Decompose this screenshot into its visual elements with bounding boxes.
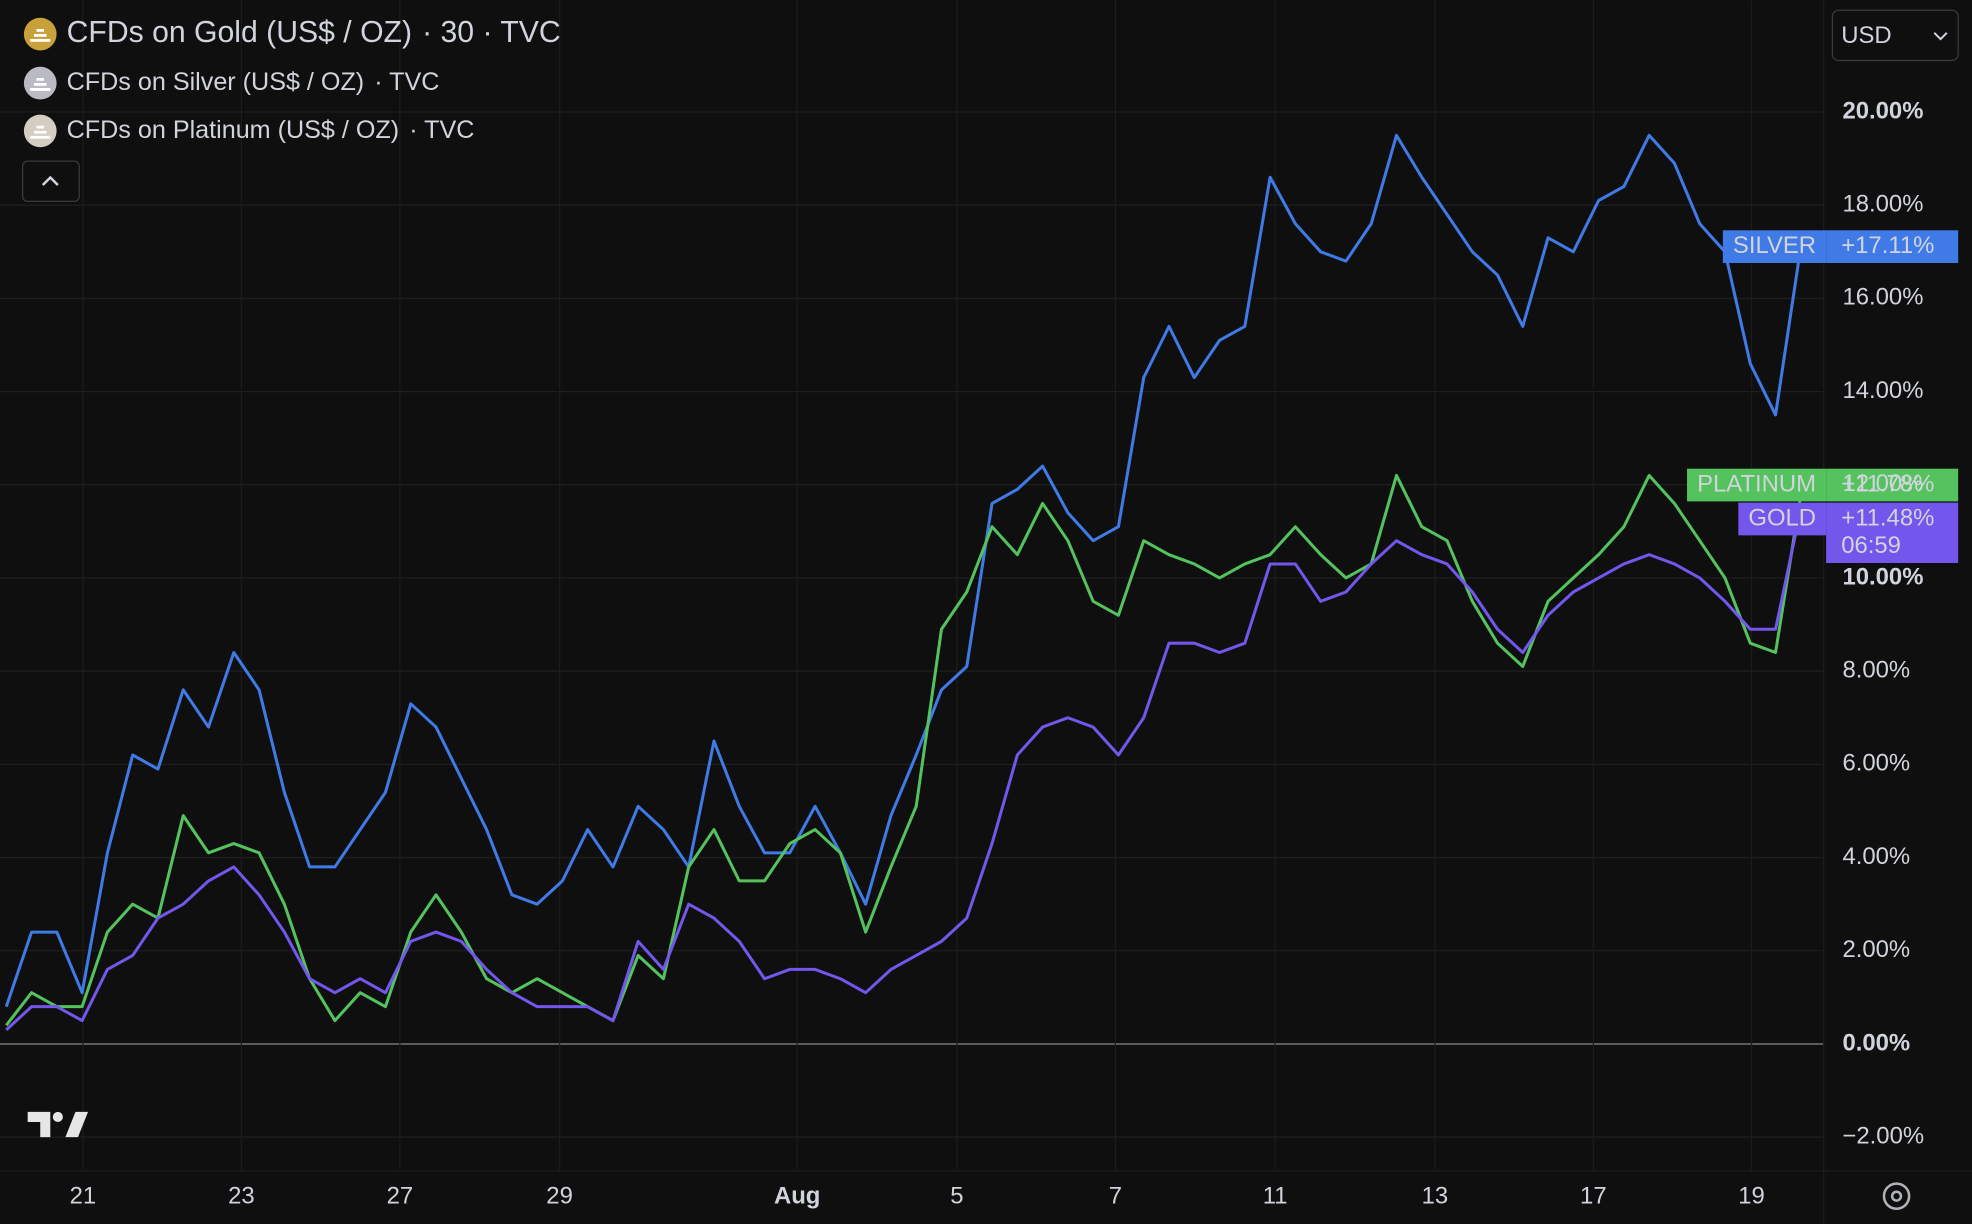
- currency-select[interactable]: USD: [1831, 9, 1959, 62]
- series-line: [4, 133, 1803, 1008]
- settings-icon[interactable]: [1890, 1190, 1903, 1202]
- y-tick-label: 8.00%: [1842, 656, 1910, 683]
- y-tick-label: 14.00%: [1842, 377, 1923, 404]
- y-tick-label: 12.00%: [1842, 470, 1923, 497]
- y-tick-label: 20.00%: [1842, 97, 1923, 124]
- x-tick-label: 7: [1109, 1183, 1122, 1210]
- last-value-box: [1826, 468, 1959, 502]
- x-tick-label: 29: [546, 1183, 573, 1210]
- x-tick-label: 5: [950, 1183, 963, 1210]
- legend-entry: CFDs on Platinum (US$ / OZ) · TVC: [67, 116, 475, 144]
- last-value-label: +11.48%: [1841, 504, 1934, 531]
- logo-part: [27, 1111, 51, 1138]
- x-tick-label: 27: [387, 1183, 414, 1210]
- y-tick-label: 10.00%: [1842, 563, 1923, 590]
- legend-entry: CFDs on Gold (US$ / OZ) · 30 · TVC: [67, 16, 561, 49]
- x-tick-label: 17: [1580, 1183, 1607, 1210]
- legend-source: · 30 · TVC: [422, 16, 561, 49]
- series-tag-box: [1722, 230, 1827, 264]
- last-value-label: +11.78%: [1841, 470, 1934, 497]
- series-tag-box: [1738, 502, 1827, 536]
- legend-entry: CFDs on Silver (US$ / OZ) · TVC: [67, 68, 440, 96]
- legend-name: CFDs on Gold (US$ / OZ): [67, 16, 412, 49]
- legend-source: · TVC: [374, 68, 439, 96]
- logo-part: [65, 1111, 89, 1138]
- y-tick-label: 2.00%: [1842, 936, 1910, 963]
- tradingview-logo: [27, 1111, 89, 1138]
- y-tick-label: 0.00%: [1842, 1029, 1910, 1056]
- series-tag-box: [1687, 468, 1827, 502]
- currency-select-frame[interactable]: [1831, 9, 1959, 62]
- x-tick-label: 11: [1263, 1183, 1288, 1210]
- symbol-icon-glyph: [30, 78, 51, 91]
- y-tick-label: 16.00%: [1842, 284, 1923, 311]
- x-tick-label: 21: [70, 1183, 97, 1210]
- series-line: [5, 473, 1803, 1027]
- y-tick-label: 18.00%: [1842, 190, 1923, 217]
- symbol-icon-glyph: [30, 28, 51, 42]
- legend-name: CFDs on Platinum (US$ / OZ): [67, 116, 399, 144]
- y-tick-label: 6.00%: [1842, 750, 1910, 777]
- series-tag: GOLD: [1748, 504, 1816, 531]
- dropdown-icon[interactable]: [1933, 32, 1948, 41]
- last-value-box: [1826, 230, 1959, 264]
- y-tick-label: −2.00%: [1842, 1122, 1924, 1149]
- x-tick-label: Aug: [774, 1183, 820, 1210]
- grid: [0, 0, 1824, 1170]
- symbol-icon-glyph: [30, 125, 51, 139]
- series-line: [5, 508, 1803, 1032]
- collapse-icon[interactable]: [41, 175, 59, 186]
- collapse-button-frame[interactable]: [22, 160, 80, 203]
- settings-button[interactable]: [1882, 1182, 1911, 1211]
- bar-countdown: 06:59: [1841, 532, 1901, 559]
- logo-part: [52, 1111, 63, 1122]
- settings-icon[interactable]: [1882, 1182, 1911, 1211]
- x-tick-label: 19: [1738, 1183, 1765, 1210]
- last-value-label: +17.11%: [1841, 232, 1934, 259]
- series-tag: SILVER: [1733, 232, 1816, 259]
- currency-label[interactable]: USD: [1841, 22, 1891, 49]
- series-tag: PLATINUM: [1697, 470, 1816, 497]
- x-tick-label: 23: [228, 1183, 255, 1210]
- y-tick-label: 4.00%: [1842, 843, 1910, 870]
- legend-name: CFDs on Silver (US$ / OZ): [67, 68, 365, 96]
- legend-source: · TVC: [409, 116, 474, 144]
- price-tags: GOLD +11.48%06:59 SILVER +17.11% PLATINUM +11…: [1687, 230, 1959, 564]
- last-value-box: [1826, 502, 1959, 564]
- collapse-button[interactable]: [22, 160, 80, 203]
- plot-area: [4, 133, 1803, 1032]
- x-tick-label: 13: [1422, 1183, 1449, 1210]
